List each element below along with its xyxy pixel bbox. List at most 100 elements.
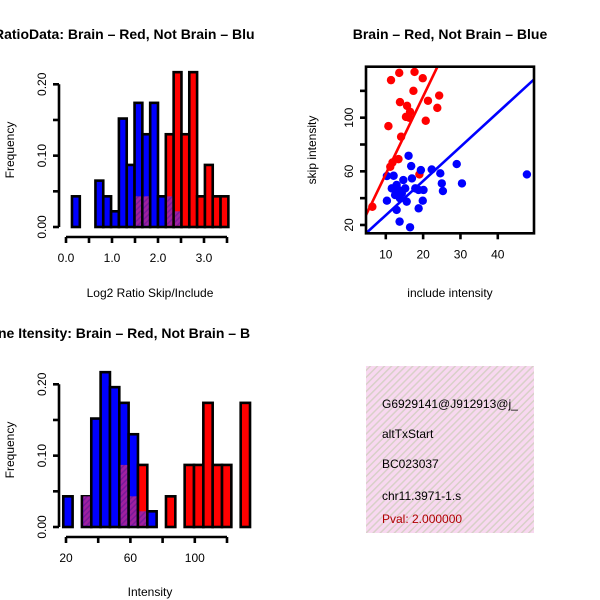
brain-point (409, 86, 418, 96)
brain-point (433, 103, 442, 113)
not-brain-point (438, 186, 448, 196)
not-brain-point (436, 169, 445, 178)
x-axis-label: Intensity (128, 585, 173, 599)
panel-intensity-histogram: ne Itensity: Brain – Red, Not Brain – B … (0, 325, 252, 599)
y-axis-label: skip intensity (305, 116, 319, 185)
histogram-bar (164, 495, 177, 529)
histogram-bar (89, 417, 102, 529)
not-brain-point (382, 196, 392, 205)
y-tick-label: 0.10 (35, 444, 49, 468)
x-tick-label: 20 (416, 247, 430, 261)
not-brain-point (407, 174, 417, 183)
info-line-accession: BC023037 (382, 457, 439, 471)
histogram-bar (183, 463, 196, 529)
not-brain-point (401, 184, 410, 193)
brain-point (410, 67, 419, 77)
not-brain-point (457, 179, 467, 188)
histogram-bar (61, 495, 74, 529)
histogram-bar (219, 195, 230, 229)
not-brain-point (399, 175, 408, 185)
y-tick-label: 0.10 (35, 144, 49, 168)
histogram-bar (202, 401, 214, 529)
histogram-bar (239, 401, 252, 529)
brain-point (434, 91, 444, 100)
y-tick-label: 60 (342, 164, 356, 178)
chart-title: ne Itensity: Brain – Red, Not Brain – B (0, 325, 250, 341)
brain-point (395, 68, 404, 78)
histogram-bar (192, 463, 205, 529)
info-line-id: G6929141@J912913@j_ (382, 397, 518, 411)
not-brain-fit-line (366, 78, 534, 234)
info-line-location: chr11.3971-1.s (382, 489, 461, 503)
not-brain-point (452, 159, 461, 169)
y-tick-label: 0.00 (35, 215, 49, 239)
histogram-overlap-bar (129, 496, 137, 526)
brain-fit-line (366, 66, 439, 216)
brain-point (386, 75, 396, 85)
x-tick-label: 100 (185, 551, 205, 565)
histogram-overlap-bar (174, 211, 181, 226)
y-tick-label: 0.20 (35, 72, 49, 96)
not-brain-point (418, 196, 427, 205)
x-tick-label: 1.0 (104, 251, 121, 265)
not-brain-point (405, 223, 415, 232)
chart-title: RatioData: Brain – Red, Not Brain – Blu (0, 26, 255, 42)
info-panel: G6929141@J912913@j_ altTxStart BC023037 … (366, 366, 534, 533)
info-panel-background (366, 366, 534, 533)
x-tick-label: 30 (454, 247, 468, 261)
histogram-bar (146, 510, 158, 529)
histogram-bar (211, 463, 224, 529)
y-tick-label: 100 (342, 107, 356, 127)
x-tick-label: 60 (124, 551, 138, 565)
x-axis-label: include intensity (407, 286, 492, 300)
histogram-overlap-bar (167, 196, 173, 226)
histogram-overlap-bar (83, 496, 90, 526)
not-brain-point (406, 161, 416, 171)
histogram-overlap-bar (139, 511, 147, 526)
info-pval: Pval: 2.000000 (382, 512, 462, 526)
histogram-overlap-bar (120, 464, 128, 526)
not-brain-point (414, 204, 423, 213)
panel-ratio-histogram: RatioData: Brain – Red, Not Brain – Blu … (0, 26, 255, 300)
not-brain-point (395, 217, 404, 226)
brain-point (395, 97, 405, 107)
histogram-bar (99, 370, 112, 529)
brain-point (421, 116, 430, 125)
histogram-bar (70, 195, 82, 229)
y-axis-label: Frequency (3, 422, 17, 479)
histogram-bar (148, 101, 160, 229)
brain-point (423, 96, 433, 105)
not-brain-point (394, 185, 403, 195)
plot-area (366, 66, 534, 234)
not-brain-point (416, 165, 426, 175)
brain-point (418, 74, 427, 83)
not-brain-point (522, 170, 532, 179)
histogram-bar (136, 463, 149, 529)
panel-intensity-scatter: Brain – Red, Not Brain – Blue include in… (305, 26, 548, 300)
chart-title: Brain – Red, Not Brain – Blue (353, 26, 548, 42)
histogram-bar (108, 385, 121, 529)
info-line-event-type: altTxStart (382, 427, 434, 441)
y-tick-label: 20 (342, 218, 356, 232)
brain-point (384, 121, 393, 131)
histogram-overlap-bar (135, 196, 142, 226)
x-tick-label: 3.0 (196, 251, 213, 265)
y-tick-label: 0.20 (35, 372, 49, 396)
histogram-bar (187, 70, 199, 229)
histogram-overlap-bar (143, 196, 149, 226)
not-brain-point (437, 179, 446, 188)
histogram-bar (220, 463, 233, 529)
y-tick-label: 0.00 (35, 515, 49, 539)
plot-frame (364, 65, 536, 235)
x-tick-label: 0.0 (58, 251, 75, 265)
x-axis-label: Log2 Ratio Skip/Include (87, 286, 214, 300)
x-tick-label: 10 (379, 247, 393, 261)
x-tick-label: 2.0 (150, 251, 167, 265)
x-tick-label: 40 (491, 247, 505, 261)
y-axis-label: Frequency (3, 122, 17, 179)
not-brain-point (404, 151, 413, 160)
x-tick-label: 20 (59, 551, 73, 565)
not-brain-point (389, 171, 398, 180)
